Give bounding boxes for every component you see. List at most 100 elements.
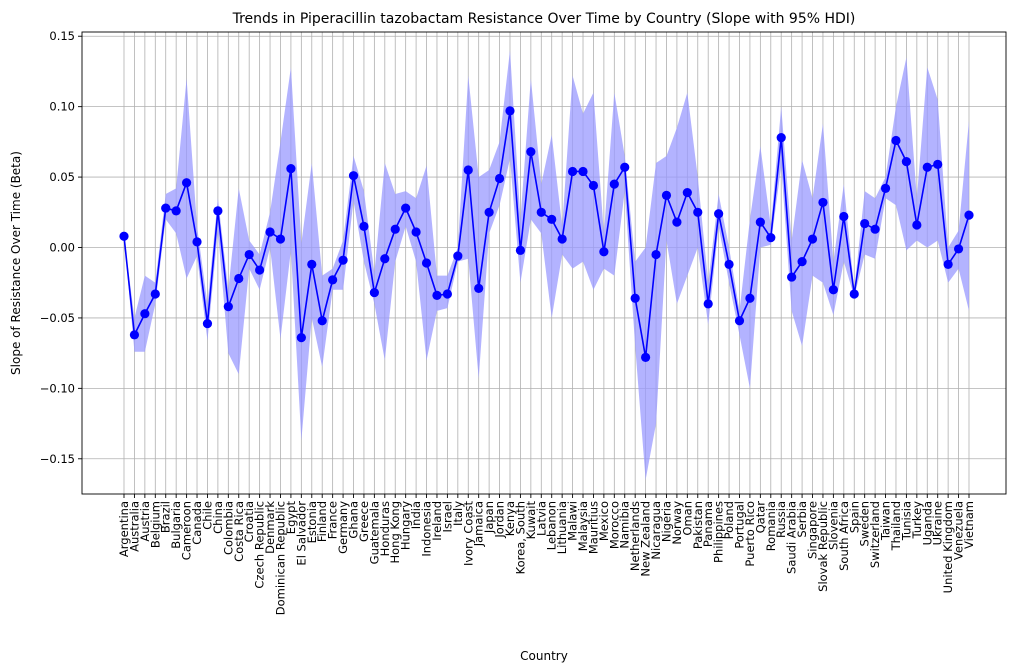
x-tick-label: India [409,501,423,529]
x-tick-label: Kenya [503,501,517,536]
data-point [672,217,682,227]
x-tick-label: Mexico [597,501,611,541]
plot-frame [81,31,1007,495]
x-tick-label: Uganda [920,501,934,545]
data-point [714,209,724,219]
x-tick-label: Austria [138,501,152,542]
data-point [547,214,557,224]
x-tick-label: Mauritius [586,501,600,554]
x-tick-label: Chile [200,501,214,530]
x-tick-label: Egypt [284,501,298,535]
x-tick-label: Latvia [534,501,548,536]
hdi-band [124,50,969,480]
data-point [620,162,630,172]
data-point [223,302,233,312]
data-point [474,283,484,293]
axes [81,31,1007,495]
data-point [463,165,473,175]
y-tick-label: −0.05 [40,311,75,325]
data-point [411,227,421,237]
data-point [849,289,859,299]
data-point [734,316,745,326]
x-tick-label: South Africa [837,501,851,571]
x-tick-label: Ghana [347,501,361,539]
x-tick-label: Poland [722,501,736,539]
data-point [891,135,901,146]
data-point [901,156,912,167]
x-tick-label: Philippines [712,501,726,563]
x-tick-label: Slovak Republic [816,501,830,592]
x-tick-label: France [326,501,340,539]
data-point [348,171,359,181]
data-point [234,273,244,284]
data-point [880,183,891,193]
x-tick-label: Indonesia [420,501,434,557]
y-tick-label: −0.10 [40,381,75,395]
data-point [818,197,828,208]
data-point [129,330,140,340]
data-point [682,187,692,198]
x-tick-label: El Salvador [294,501,308,566]
x-tick-label: Argentina [117,501,131,557]
data-point [421,258,432,268]
slope-line [123,110,970,358]
data-point [922,162,932,172]
data-point [140,309,150,319]
data-point [828,285,838,295]
x-tick-label: Japan [482,501,496,534]
data-point [745,293,755,303]
x-tick-label: Korea, South [513,501,527,574]
x-tick-label: China [211,501,225,534]
data-point [703,299,713,309]
data-point [432,290,442,300]
x-tick-label: Morocco [607,501,621,549]
x-tick-label: Hong Kong [388,501,402,564]
x-tick-label: Netherlands [628,501,642,571]
data-points [119,106,974,362]
data-point [870,224,880,234]
y-tick-label: 0.10 [49,100,75,114]
x-axis-label: Country [520,649,568,663]
x-tick-label: Australia [127,501,141,552]
data-point [150,289,160,299]
data-point [359,221,369,231]
x-tick-label: Lebanon [545,501,559,550]
data-point [599,247,609,257]
x-tick-label: Nigeria [659,501,673,542]
data-point [724,259,734,270]
x-tick-label: Finland [315,501,329,542]
x-tick-label: Estonia [305,501,319,543]
x-tick-label: Belgium [148,501,162,548]
data-point [275,234,286,244]
x-tick-label: Tunisia [899,501,913,541]
data-point [943,259,953,270]
x-tick-label: Jordan [493,501,507,539]
x-tick-label: Malaysia [576,501,590,551]
data-point [171,206,181,216]
x-tick-label: Czech Republic [253,501,267,589]
data-point [213,206,223,216]
data-point [181,178,192,188]
x-tick-label: Colombia [221,501,235,555]
data-point [787,272,797,282]
x-tick-label: Malawi [566,501,580,541]
data-point [567,166,578,177]
x-tick-label: Croatia [242,501,256,542]
x-tick-label: Slovenia [826,501,840,550]
data-point [526,147,536,157]
x-tick-label: Sweden [858,501,872,546]
x-tick-label: New Zealand [639,501,653,577]
data-point [484,207,494,217]
x-tick-label: Hungary [399,501,413,550]
x-tick-label: Puerto Rico [743,501,757,567]
data-point [609,179,619,189]
data-point [453,251,463,261]
x-tick-label: Romania [764,501,778,551]
x-tick-label: Serbia [795,501,809,538]
data-point [860,218,870,229]
x-tick-label: Lithuania [555,501,569,554]
data-point [369,287,379,298]
x-tick-label: Saudi Arabia [785,501,799,574]
data-point [328,275,338,285]
